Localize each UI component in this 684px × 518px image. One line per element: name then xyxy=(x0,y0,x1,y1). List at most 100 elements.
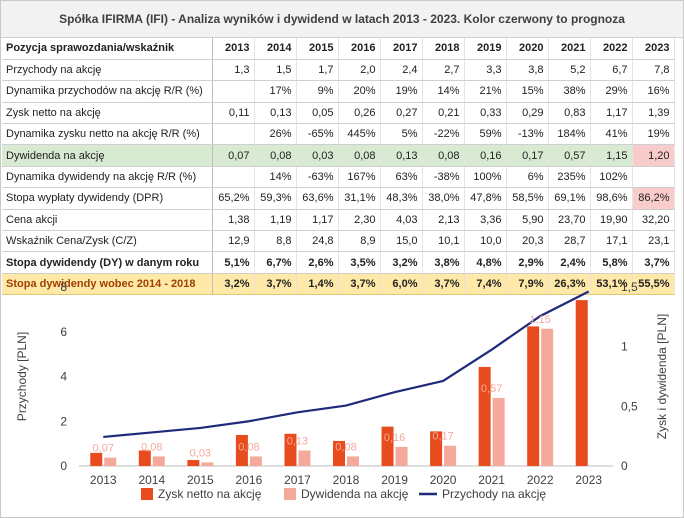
profit-bar xyxy=(381,426,394,466)
dividend-data-label: 0,17 xyxy=(432,431,453,443)
table-cell xyxy=(212,80,255,103)
table-cell: 55,5% xyxy=(632,273,675,296)
x-tick-label: 2023 xyxy=(575,473,602,487)
table-cell: 59% xyxy=(464,123,507,146)
y-left-tick-label: 4 xyxy=(60,370,67,384)
table-row: Wskaźnik Cena/Zysk (C/Z) 12,9 8,8 24,8 8,9 15… xyxy=(2,230,675,253)
table-cell: 14% xyxy=(254,166,297,189)
table-cell: -13% xyxy=(506,123,549,146)
dividend-bar xyxy=(249,456,262,466)
table-cell: 5,90 xyxy=(506,209,549,232)
table-cell: 7,9% xyxy=(506,273,549,296)
table-cell: 167% xyxy=(338,166,381,189)
table-cell: 2,4 xyxy=(380,59,423,82)
dividend-bar xyxy=(492,397,505,466)
table-cell: 1,39 xyxy=(632,102,675,125)
x-tick-label: 2013 xyxy=(90,473,117,487)
table-cell: 3,7% xyxy=(422,273,465,296)
table-row-label: Wskaźnik Cena/Zysk (C/Z) xyxy=(2,230,213,253)
table-row-label: Cena akcji xyxy=(2,209,213,232)
table-cell: 63,6% xyxy=(296,187,339,210)
dividend-data-label: 0,16 xyxy=(384,432,405,444)
table-cell: 23,70 xyxy=(548,209,591,232)
table-cell: 0,27 xyxy=(380,102,423,125)
dividend-bar xyxy=(444,445,457,466)
table-cell: 10,0 xyxy=(464,230,507,253)
table-header-year: 2019 xyxy=(464,38,507,60)
table-cell: 86,2% xyxy=(632,187,675,210)
table-header-row: Pozycja sprawozdania/wskaźnik 2013 2014 201… xyxy=(2,38,675,60)
dividend-bar xyxy=(201,462,214,466)
table-header-year: 2022 xyxy=(590,38,633,60)
table-cell: 0,11 xyxy=(212,102,255,125)
table-cell: 2,9% xyxy=(506,251,549,274)
dividend-bar xyxy=(152,456,165,466)
y-right-tick-label: 0 xyxy=(621,459,628,473)
table-row-label: Stopa dywidendy (DY) w danym roku xyxy=(2,251,213,274)
table-cell: 26% xyxy=(254,123,297,146)
table-cell: 38% xyxy=(548,80,591,103)
table-cell: 21% xyxy=(464,80,507,103)
table-row: Zysk netto na akcję 0,11 0,13 0,05 0,26 0,27 0… xyxy=(2,102,675,125)
table-cell: 2,6% xyxy=(296,251,339,274)
table-cell: 3,2% xyxy=(212,273,255,296)
table-cell: 17,1 xyxy=(590,230,633,253)
table-row-label: Stopa dywidendy wobec 2014 - 2018 xyxy=(2,273,213,296)
table-cell: 19,90 xyxy=(590,209,633,232)
table-cell: 0,21 xyxy=(422,102,465,125)
table-cell: 2,30 xyxy=(338,209,381,232)
table-cell: 19% xyxy=(380,80,423,103)
profit-bar xyxy=(235,434,248,466)
chart: 0 2 4 6 8 0 0,5 1 1,5 Przychody [PLN] Zysk i dywid… xyxy=(15,280,669,501)
table-header-year: 2014 xyxy=(254,38,297,60)
table-row-label: Dynamika przychodów na akcję R/R (%) xyxy=(2,80,213,103)
table-cell: 10,1 xyxy=(422,230,465,253)
table-cell: -65% xyxy=(296,123,339,146)
dividend-data-label: 0,57 xyxy=(481,383,502,395)
table-cell: 15,0 xyxy=(380,230,423,253)
table-cell: 5% xyxy=(380,123,423,146)
table-cell: 5,2 xyxy=(548,59,591,82)
table-cell: 0,03 xyxy=(296,144,339,167)
table-cell: 0,26 xyxy=(338,102,381,125)
dividend-data-label: 0,08 xyxy=(238,441,259,453)
y-right-tick-label: 1,5 xyxy=(621,280,638,294)
table-cell: 0,05 xyxy=(296,102,339,125)
table-cell: 7,4% xyxy=(464,273,507,296)
table-row: Stopa dywidendy wobec 2014 - 2018 3,2% 3,7… xyxy=(2,273,675,296)
table-row-label: Przychody na akcję xyxy=(2,59,213,82)
profit-bar xyxy=(138,450,151,466)
table-cell: 19% xyxy=(632,123,675,146)
dividend-bar xyxy=(298,450,311,466)
table-cell: 2,13 xyxy=(422,209,465,232)
table-row: Stopa wypłaty dywidendy (DPR) 65,2% 59,3% 6… xyxy=(2,187,675,210)
x-tick-label: 2017 xyxy=(284,473,311,487)
table-cell: 445% xyxy=(338,123,381,146)
table-cell: 98,6% xyxy=(590,187,633,210)
table-cell: 6% xyxy=(506,166,549,189)
table-cell: 235% xyxy=(548,166,591,189)
x-tick-label: 2015 xyxy=(187,473,214,487)
table-cell: 2,4% xyxy=(548,251,591,274)
table-row: Dywidenda na akcję 0,07 0,08 0,03 0,08 0,13 0,… xyxy=(2,144,675,167)
x-tick-label: 2018 xyxy=(333,473,360,487)
table-row: Przychody na akcję 1,3 1,5 1,7 2,0 2,4 2,7 3,3 3… xyxy=(2,59,675,82)
y-right-axis-title: Zysk i dywidenda [PLN] xyxy=(655,314,669,439)
table-cell: 8,8 xyxy=(254,230,297,253)
table-cell: 3,7% xyxy=(632,251,675,274)
table-row: Cena akcji 1,38 1,19 1,17 2,30 4,03 2,13 3,36 5,… xyxy=(2,209,675,232)
table-cell: 26,3% xyxy=(548,273,591,296)
table-cell: 20,3 xyxy=(506,230,549,253)
table-cell: 1,7 xyxy=(296,59,339,82)
legend-swatch-dividend xyxy=(284,488,296,500)
table-row: Dynamika zysku netto na akcję R/R (%) 26%… xyxy=(2,123,675,146)
table-header-year: 2020 xyxy=(506,38,549,60)
table-cell: 1,3 xyxy=(212,59,255,82)
profit-bar xyxy=(575,300,588,466)
table-header-year: 2016 xyxy=(338,38,381,60)
table-cell: 4,8% xyxy=(464,251,507,274)
profit-bar xyxy=(187,460,200,466)
table-cell: 1,17 xyxy=(296,209,339,232)
profit-bar xyxy=(284,433,297,466)
